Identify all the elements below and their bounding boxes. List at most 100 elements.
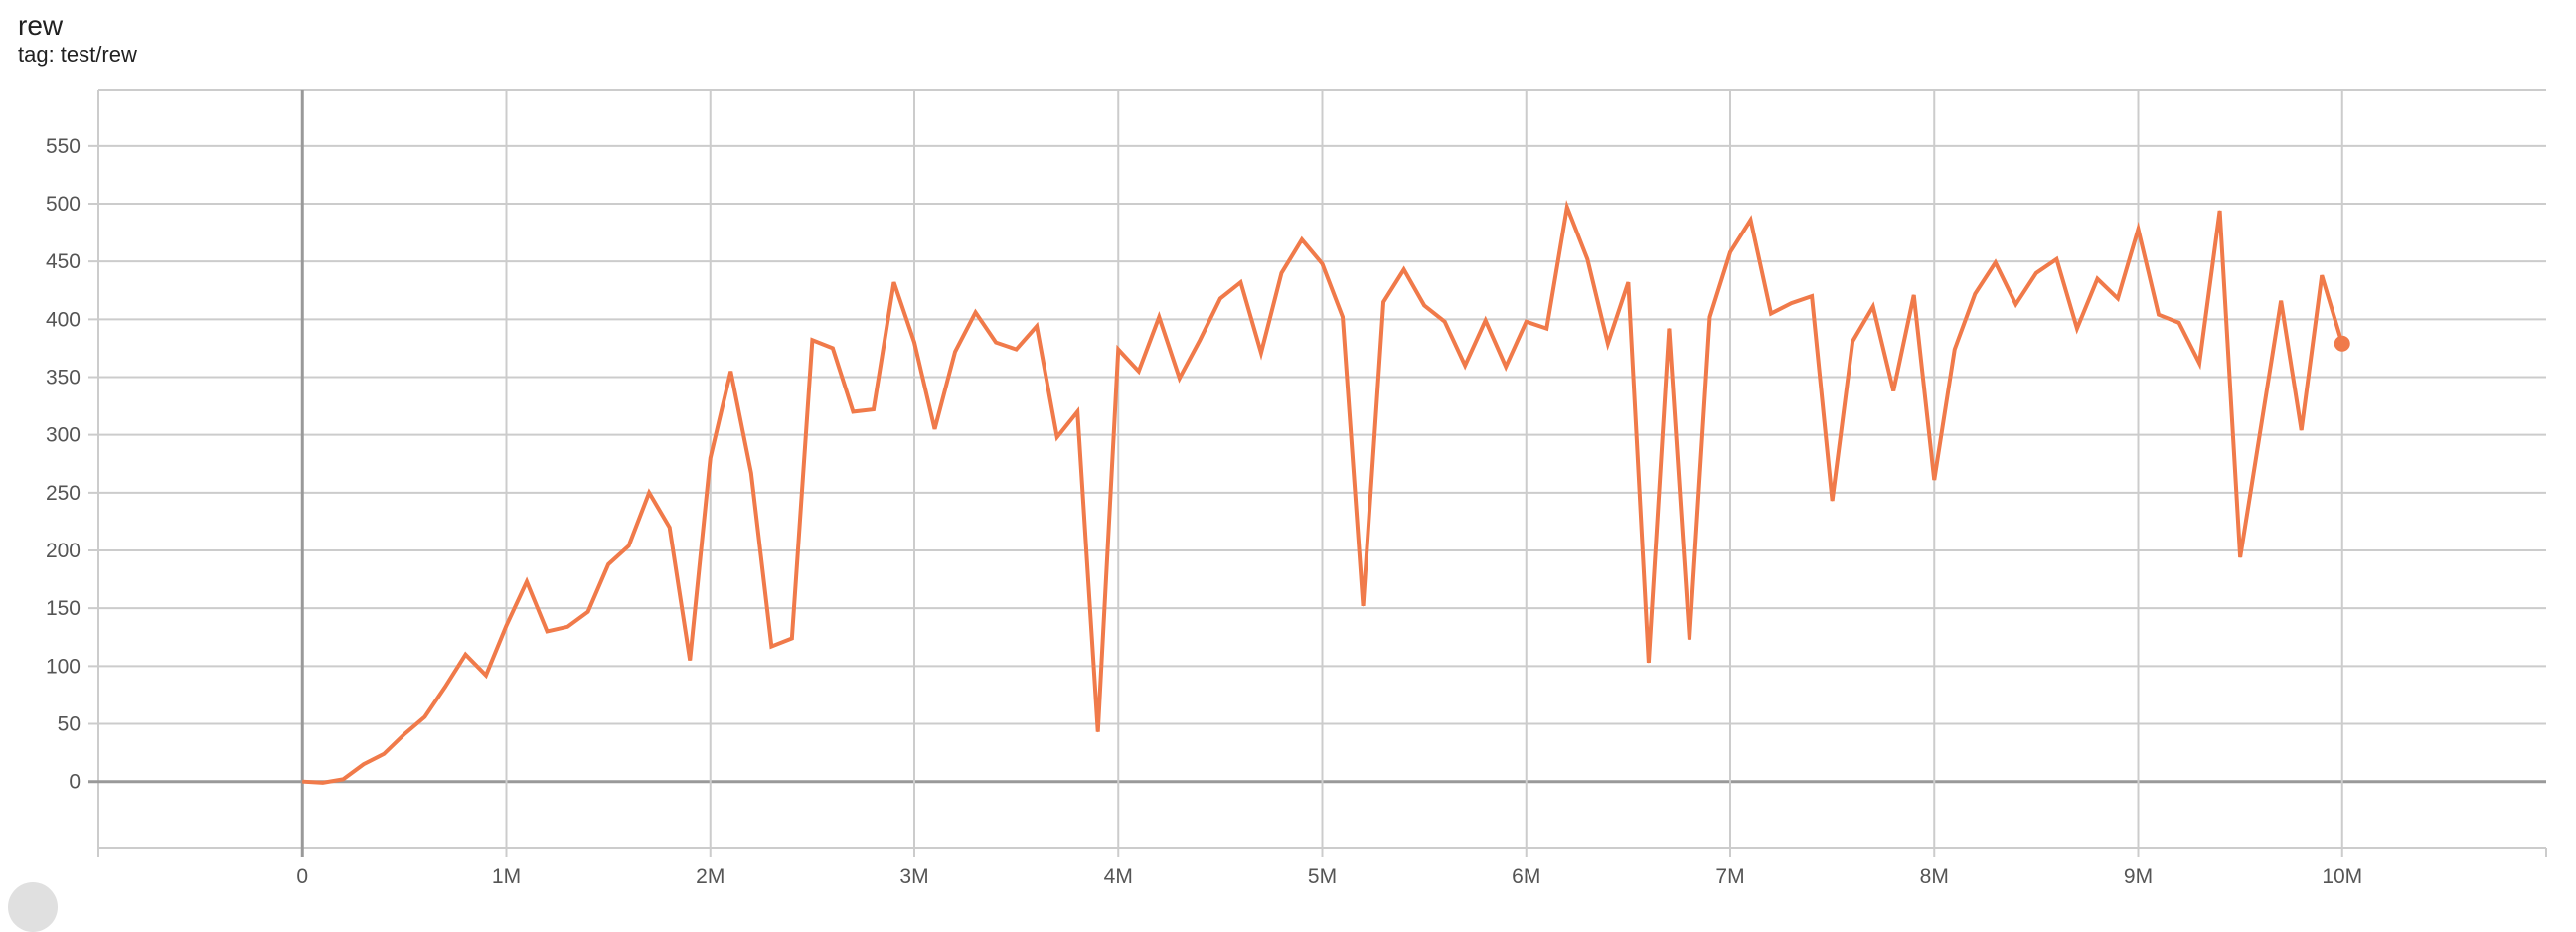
y-tick-label: 450 <box>46 250 80 273</box>
data-point <box>1627 281 1629 283</box>
grid <box>88 89 2547 857</box>
data-point <box>1382 301 1384 303</box>
data-point <box>811 339 813 341</box>
data-point <box>526 580 528 582</box>
data-point <box>1097 731 1099 733</box>
data-point <box>2076 328 2078 330</box>
data-point <box>1852 340 1853 342</box>
y-tick-label: 150 <box>46 597 80 620</box>
data-point <box>1280 272 1282 274</box>
data-point <box>1526 321 1528 323</box>
x-tick-label: 8M <box>1920 865 1949 888</box>
x-tick-label: 6M <box>1512 865 1540 888</box>
data-point <box>2117 297 2119 299</box>
data-point <box>1791 302 1793 304</box>
data-point <box>2260 428 2262 430</box>
data-point <box>1322 263 1323 265</box>
data-point <box>913 342 915 344</box>
data-point <box>975 311 977 313</box>
data-point <box>1056 436 1058 438</box>
data-point <box>934 428 936 430</box>
data-point <box>1036 325 1038 327</box>
data-point <box>2219 210 2221 212</box>
data-point <box>689 660 691 662</box>
x-tick-label: 0 <box>296 865 308 888</box>
x-tick-label: 3M <box>899 865 928 888</box>
x-tick-label: 2M <box>696 865 724 888</box>
data-point <box>1811 295 1813 297</box>
data-point <box>1158 316 1160 318</box>
data-point <box>587 611 589 613</box>
data-point <box>1403 268 1405 270</box>
data-point <box>1933 479 1935 481</box>
data-point <box>852 410 854 412</box>
y-tick-label: 550 <box>46 135 80 158</box>
data-point <box>1485 320 1487 322</box>
data-point <box>995 342 997 344</box>
data-point <box>2014 303 2016 305</box>
data-point <box>1750 219 1752 221</box>
data-point <box>1995 261 1997 263</box>
data-point <box>1545 328 1547 330</box>
data-point <box>547 630 549 632</box>
data-point <box>1586 258 1588 260</box>
data-point <box>669 527 671 529</box>
data-point <box>607 563 609 565</box>
data-point <box>403 733 405 735</box>
data-point <box>770 646 772 648</box>
data-point <box>2158 314 2160 316</box>
data-point <box>1239 281 1241 283</box>
data-point <box>342 778 344 780</box>
tick-labels: 0 50 100 150 200 250 300 350 400 450 500 550 0 1M 2M 3M… <box>46 135 2362 888</box>
data-point <box>423 716 425 718</box>
data-point <box>2138 229 2139 231</box>
data-point <box>1016 349 1018 351</box>
data-point <box>1464 365 1466 367</box>
settings-button[interactable] <box>8 882 58 932</box>
x-tick-label: 9M <box>2124 865 2153 888</box>
data-point <box>383 753 385 755</box>
data-point <box>1260 352 1262 354</box>
x-tick-label: 7M <box>1715 865 1744 888</box>
line-chart: 0 50 100 150 200 250 300 350 400 450 500 550 0 1M 2M 3M… <box>46 89 2547 888</box>
data-point <box>2035 272 2037 274</box>
data-point <box>2321 274 2323 276</box>
data-point <box>1219 297 1221 299</box>
y-tick-label: 50 <box>58 713 80 736</box>
data-point <box>1179 378 1181 380</box>
x-tick-label: 4M <box>1104 865 1133 888</box>
data-point <box>2301 429 2303 431</box>
data-point <box>1199 339 1201 341</box>
data-point <box>1832 500 1834 502</box>
data-point <box>2198 363 2200 365</box>
y-tick-label: 300 <box>46 424 80 447</box>
data-point <box>1974 293 1976 295</box>
data-point <box>1892 389 1894 391</box>
data-point <box>1954 349 1956 351</box>
data-point <box>1607 343 1609 345</box>
x-tick-label: 1M <box>492 865 521 888</box>
y-tick-label: 500 <box>46 193 80 216</box>
y-tick-label: 100 <box>46 655 80 678</box>
last-point-marker <box>2334 335 2350 352</box>
data-point <box>1444 321 1446 323</box>
data-point <box>648 492 650 494</box>
data-point <box>1566 206 1568 208</box>
data-point <box>2239 556 2241 558</box>
data-point <box>1729 251 1731 253</box>
data-point <box>444 686 446 688</box>
data-point <box>1423 304 1425 306</box>
chart-tag: tag: test/rew <box>18 42 137 67</box>
y-tick-label: 200 <box>46 540 80 562</box>
data-point <box>464 654 466 656</box>
data-point <box>892 281 894 283</box>
data-point <box>322 782 324 784</box>
data-point <box>2280 300 2282 302</box>
data-point <box>710 457 712 459</box>
data-point <box>301 781 303 783</box>
data-point <box>1505 366 1507 368</box>
data-point <box>485 675 487 677</box>
data-point <box>566 626 568 628</box>
x-tick-label: 5M <box>1308 865 1337 888</box>
y-tick-label: 350 <box>46 367 80 389</box>
